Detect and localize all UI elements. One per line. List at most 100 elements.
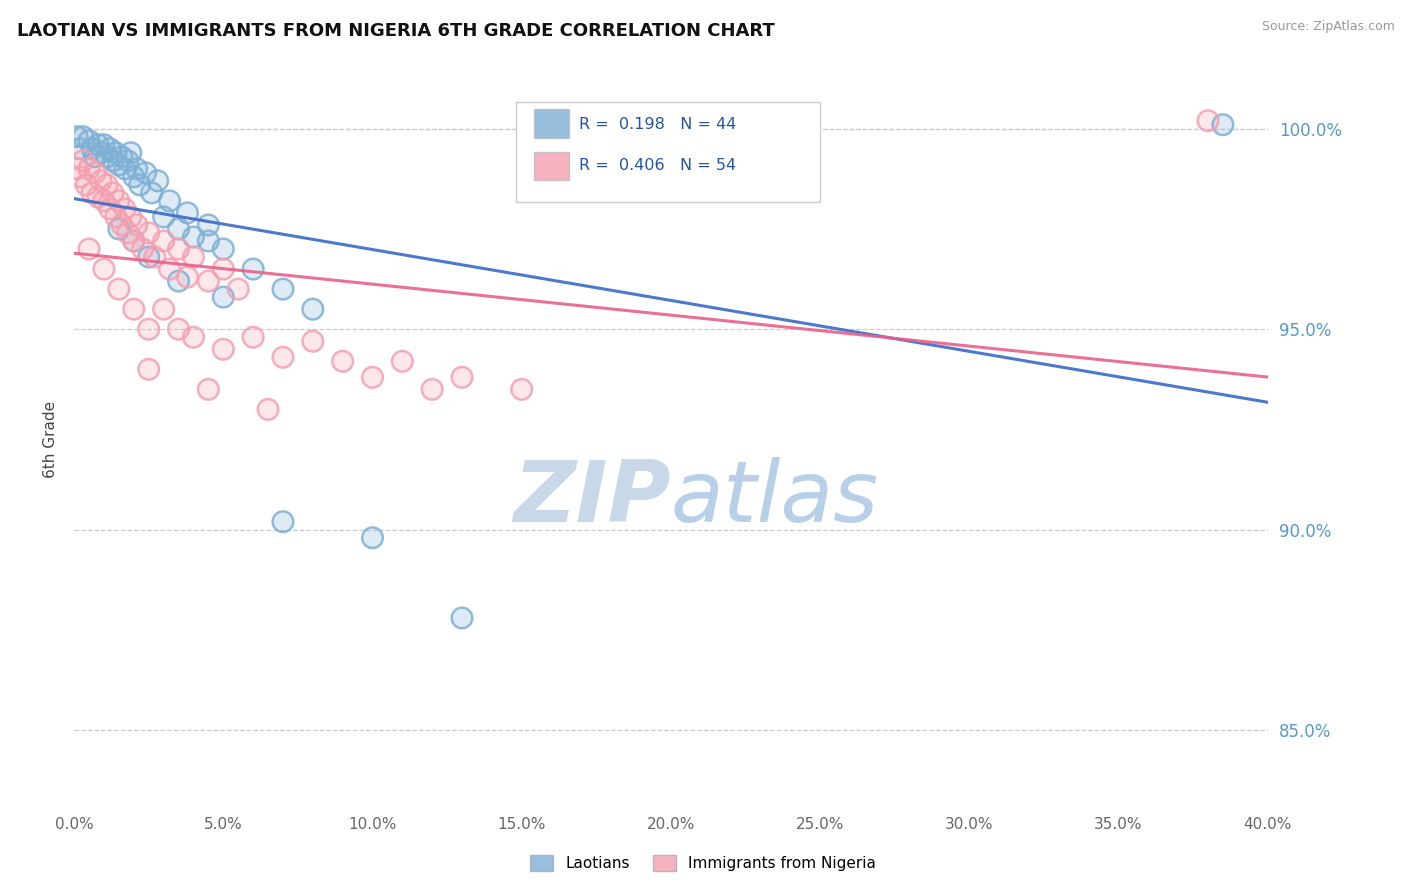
Point — [361, 531, 384, 545]
Point — [1212, 118, 1234, 132]
Point — [69, 142, 91, 156]
Point — [146, 174, 169, 188]
Point — [420, 382, 443, 396]
Point — [135, 166, 157, 180]
Point — [98, 142, 121, 156]
Point — [212, 242, 235, 256]
Point — [271, 282, 294, 296]
Point — [212, 343, 235, 357]
Point — [212, 242, 235, 256]
Point — [141, 186, 163, 200]
Point — [510, 382, 533, 396]
Point — [120, 210, 142, 224]
Point — [80, 142, 103, 156]
Point — [125, 161, 148, 176]
Point — [451, 370, 474, 384]
Text: LAOTIAN VS IMMIGRANTS FROM NIGERIA 6TH GRADE CORRELATION CHART: LAOTIAN VS IMMIGRANTS FROM NIGERIA 6TH G… — [17, 22, 775, 40]
Point — [77, 134, 100, 148]
Point — [159, 262, 181, 277]
Point — [93, 194, 115, 208]
Point — [242, 330, 264, 344]
Point — [212, 343, 235, 357]
Point — [420, 382, 443, 396]
Point — [391, 354, 413, 368]
Point — [104, 145, 127, 160]
Point — [117, 153, 139, 168]
Point — [271, 282, 294, 296]
Point — [84, 150, 107, 164]
Point — [108, 282, 131, 296]
Point — [146, 174, 169, 188]
Point — [96, 178, 118, 192]
Point — [1212, 118, 1234, 132]
Point — [138, 226, 160, 240]
Point — [114, 161, 136, 176]
Point — [93, 137, 115, 152]
Point — [111, 218, 134, 232]
Point — [87, 190, 110, 204]
Point — [510, 382, 533, 396]
Point — [75, 178, 97, 192]
Point — [197, 382, 219, 396]
Point — [108, 158, 131, 172]
Point — [98, 202, 121, 216]
Point — [108, 158, 131, 172]
Point — [122, 169, 145, 184]
Point — [212, 262, 235, 277]
Point — [66, 161, 89, 176]
Point — [84, 166, 107, 180]
Point — [104, 210, 127, 224]
Point — [132, 242, 155, 256]
Point — [301, 302, 323, 317]
Point — [176, 206, 198, 220]
Point — [361, 370, 384, 384]
Point — [132, 242, 155, 256]
Point — [80, 186, 103, 200]
Point — [138, 250, 160, 264]
Point — [69, 169, 91, 184]
Point — [80, 186, 103, 200]
Point — [176, 270, 198, 285]
Point — [101, 186, 124, 200]
Point — [75, 178, 97, 192]
Point — [108, 194, 131, 208]
Point — [301, 334, 323, 349]
Point — [152, 234, 174, 248]
Point — [90, 145, 112, 160]
Point — [183, 250, 205, 264]
Point — [257, 402, 280, 417]
Point — [128, 178, 150, 192]
Point — [128, 178, 150, 192]
Point — [72, 153, 94, 168]
Point — [183, 330, 205, 344]
Point — [167, 322, 190, 336]
Point — [125, 161, 148, 176]
Point — [257, 402, 280, 417]
Point — [72, 153, 94, 168]
Point — [271, 351, 294, 365]
Point — [90, 145, 112, 160]
Point — [138, 322, 160, 336]
Point — [167, 274, 190, 288]
Point — [93, 194, 115, 208]
Point — [167, 222, 190, 236]
Point — [1197, 113, 1219, 128]
Point — [122, 169, 145, 184]
Point — [111, 218, 134, 232]
Point — [212, 290, 235, 304]
Point — [87, 190, 110, 204]
Point — [167, 242, 190, 256]
Point — [104, 210, 127, 224]
Legend: Laotians, Immigrants from Nigeria: Laotians, Immigrants from Nigeria — [524, 849, 882, 877]
Point — [197, 234, 219, 248]
Point — [120, 145, 142, 160]
Point — [138, 362, 160, 376]
FancyBboxPatch shape — [534, 152, 569, 180]
Point — [122, 234, 145, 248]
Point — [90, 174, 112, 188]
Point — [271, 351, 294, 365]
Point — [117, 226, 139, 240]
Point — [80, 142, 103, 156]
Point — [90, 174, 112, 188]
Point — [66, 129, 89, 144]
